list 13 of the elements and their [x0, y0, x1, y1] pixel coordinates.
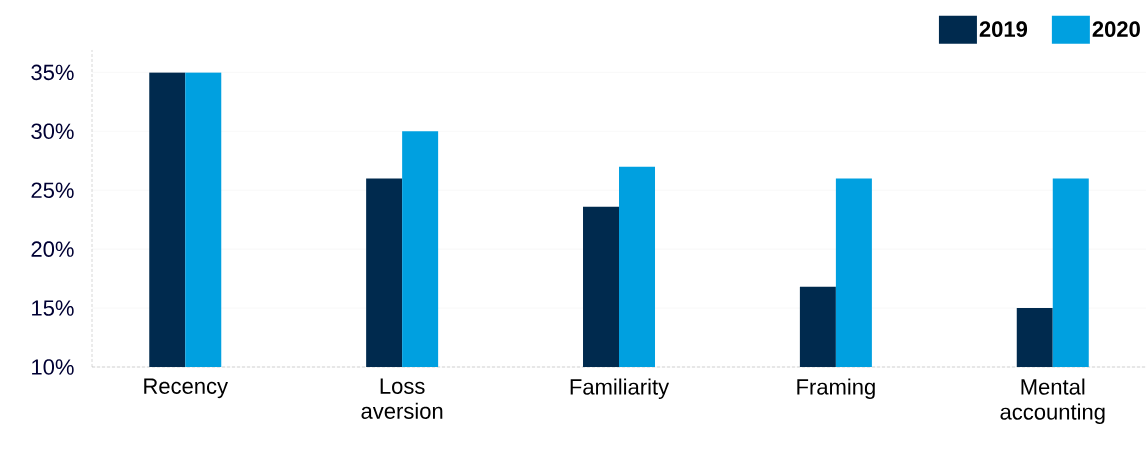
x-tick-label: Mental accounting	[1000, 378, 1105, 425]
y-tick-label: 25%	[31, 182, 74, 199]
x-tick-label: Recency	[144, 378, 229, 399]
y-tick-label: 20%	[31, 241, 74, 257]
x-tick-label: Familiarity	[570, 378, 670, 400]
legend-label: 2020	[1092, 21, 1140, 37]
y-tick-label: 10%	[32, 359, 74, 375]
x-tick-label: Framing	[797, 378, 875, 400]
legend-label: 2019	[979, 21, 1028, 37]
y-tick-label: 35%	[31, 64, 74, 81]
x-tick-label: Loss aversion	[361, 378, 443, 419]
y-tick-label: 15%	[32, 300, 74, 316]
y-tick-label: 30%	[31, 123, 74, 140]
